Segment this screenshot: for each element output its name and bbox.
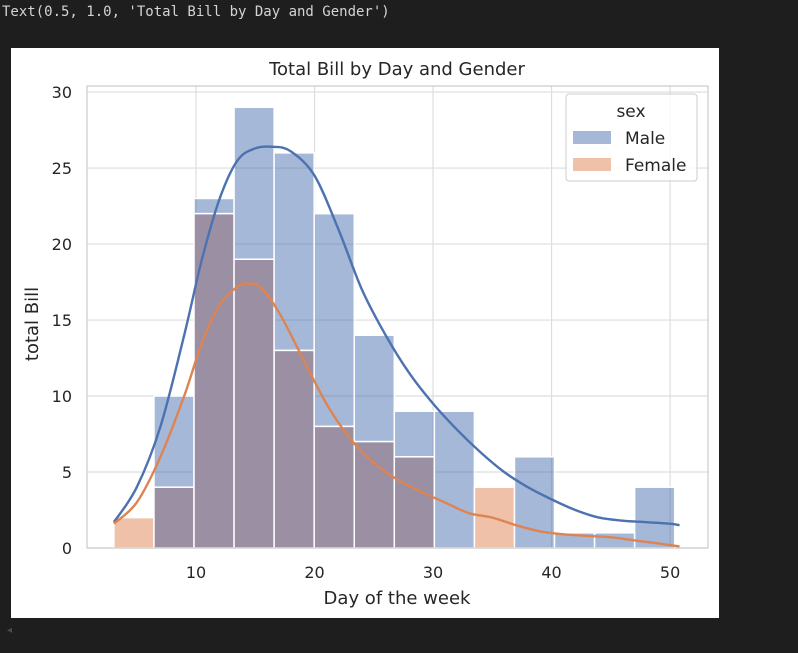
y-tick-label: 30: [52, 83, 72, 102]
bar-female: [113, 516, 155, 549]
bar-overlap: [233, 258, 275, 549]
plot-frame: [86, 85, 709, 549]
legend-label-male: Male: [625, 129, 665, 149]
y-tick-label: 5: [62, 463, 72, 482]
cell-output-text: Text(0.5, 1.0, 'Total Bill by Day and Ge…: [2, 4, 390, 20]
scroll-left-icon[interactable]: ◂: [7, 625, 13, 636]
bar-male: [353, 334, 396, 443]
bar-male: [513, 456, 556, 549]
x-tick-label: 50: [660, 563, 680, 582]
y-tick-label: 10: [52, 387, 72, 406]
legend: sex Male Female: [565, 93, 698, 182]
bar-overlap: [313, 425, 355, 549]
y-tick-label: 20: [52, 235, 72, 254]
bar-male: [193, 197, 235, 215]
legend-label-female: Female: [625, 156, 686, 176]
bar-male: [633, 486, 676, 549]
bar-overlap: [353, 440, 396, 549]
bar-male: [433, 410, 476, 549]
bar-male: [313, 212, 355, 428]
y-tick-label: 0: [62, 539, 72, 558]
histogram-chart: 10 20 30 40 50 0 5 10 15 20 25 30 Total Bill by Da…: [22, 59, 709, 609]
x-tick-label: 40: [541, 563, 561, 582]
legend-title: sex: [616, 102, 645, 122]
kde-line-female: [113, 282, 680, 548]
histogram-bars: [113, 106, 676, 549]
bar-male: [153, 395, 195, 488]
y-tick-label: 15: [52, 311, 72, 330]
legend-swatch-male: [573, 131, 611, 144]
bar-male: [393, 410, 436, 458]
x-axis-label: Day of the week: [324, 588, 471, 609]
x-tick-label: 20: [304, 563, 324, 582]
y-tick-label: 25: [52, 159, 72, 178]
bar-male: [233, 106, 275, 260]
x-tick-label: 10: [186, 563, 206, 582]
x-tick-labels: 10 20 30 40 50: [186, 563, 680, 582]
legend-swatch-female: [573, 158, 611, 171]
bar-overlap: [193, 212, 235, 549]
kde-line-male: [112, 145, 680, 527]
chart-figure: 10 20 30 40 50 0 5 10 15 20 25 30 Total Bill by Da…: [11, 48, 719, 618]
chart-title: Total Bill by Day and Gender: [268, 59, 525, 80]
bar-overlap: [273, 349, 315, 549]
x-tick-label: 30: [423, 563, 443, 582]
kde-curves: [112, 145, 680, 548]
bar-overlap: [393, 456, 436, 549]
y-tick-labels: 0 5 10 15 20 25 30: [52, 83, 72, 558]
bar-male: [273, 152, 315, 352]
y-axis-label: total Bill: [22, 287, 43, 361]
bar-overlap: [153, 486, 195, 549]
